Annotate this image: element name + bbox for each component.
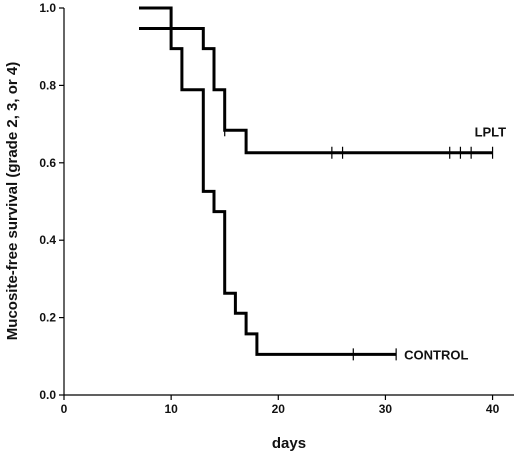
x-tick-label-2: 20 xyxy=(272,402,286,416)
ticks: 0 10 20 30 40 0.0 0.2 0.4 0.6 0.8 1.0 xyxy=(39,1,499,416)
y-tick-label-5: 1.0 xyxy=(39,1,56,15)
y-tick-label-3: 0.6 xyxy=(39,156,56,170)
x-tick-label-4: 40 xyxy=(486,402,500,416)
x-tick-label-0: 0 xyxy=(61,402,68,416)
labels: LPLT CONTROL xyxy=(404,125,506,363)
y-tick-label-0: 0.0 xyxy=(39,388,56,402)
series-label-lplt: LPLT xyxy=(475,125,507,140)
x-axis-title: days xyxy=(272,435,306,452)
y-axis-title: Mucosite-free survival (grade 2, 3, or 4… xyxy=(4,62,21,340)
series-line-control xyxy=(139,27,397,356)
x-tick-label-1: 10 xyxy=(164,402,178,416)
x-tick-label-3: 30 xyxy=(379,402,393,416)
y-tick-label-2: 0.4 xyxy=(39,233,56,247)
y-tick-label-4: 0.8 xyxy=(39,78,56,92)
y-tick-label-1: 0.2 xyxy=(39,311,56,325)
series-group xyxy=(139,6,494,361)
series-line-lplt xyxy=(139,6,493,155)
series-label-control: CONTROL xyxy=(404,347,468,362)
